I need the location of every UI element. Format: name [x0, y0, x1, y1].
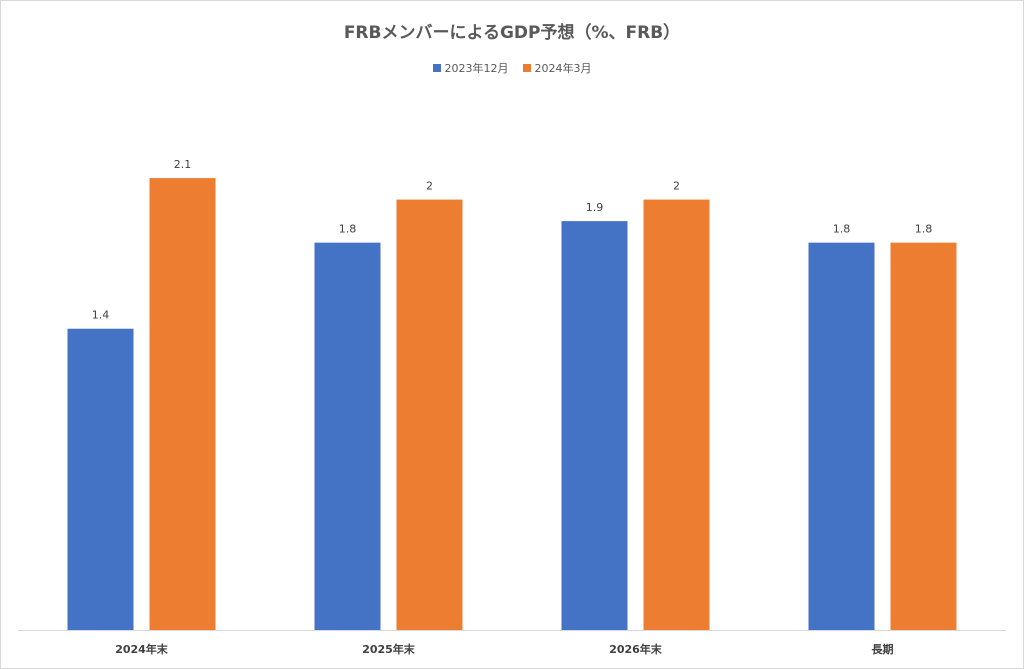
bar-series-1-4: [808, 242, 875, 630]
data-label-series-2-3: 2: [673, 180, 680, 193]
data-label-series-1-4: 1.8: [833, 223, 851, 236]
legend-item-series-1: 2023年12月: [432, 60, 509, 76]
data-label-series-2-4: 1.8: [915, 223, 933, 236]
data-label-series-1-1: 1.4: [92, 309, 110, 322]
legend-item-series-2: 2024年3月: [522, 60, 592, 76]
bar-series-2-1: [149, 178, 216, 630]
data-label-series-1-3: 1.9: [586, 201, 604, 214]
bar-series-1-2: [314, 242, 381, 630]
legend-label-series-2: 2024年3月: [534, 62, 592, 75]
data-label-series-2-2: 2: [426, 180, 433, 193]
bar-series-2-4: [890, 242, 957, 630]
data-label-series-2-1: 2.1: [174, 158, 192, 171]
category-label-3: 2026年末: [609, 642, 663, 656]
bar-series-2-2: [396, 199, 463, 630]
category-label-2: 2025年末: [362, 642, 416, 656]
legend-swatch-series-1: [432, 64, 441, 72]
bar-series-1-1: [67, 328, 134, 630]
category-label-1: 2024年末: [115, 642, 169, 656]
chart-title: FRBメンバーによるGDP予想（%、FRB）: [343, 23, 681, 43]
legend-label-series-1: 2023年12月: [444, 62, 509, 75]
bar-series-2-3: [643, 199, 710, 630]
data-label-series-1-2: 1.8: [339, 223, 357, 236]
category-label-4: 長期: [872, 642, 894, 656]
chart-legend: 2023年12月 2024年3月: [0, 60, 1024, 76]
bar-series-1-3: [561, 221, 628, 630]
legend-swatch-series-2: [522, 64, 531, 72]
